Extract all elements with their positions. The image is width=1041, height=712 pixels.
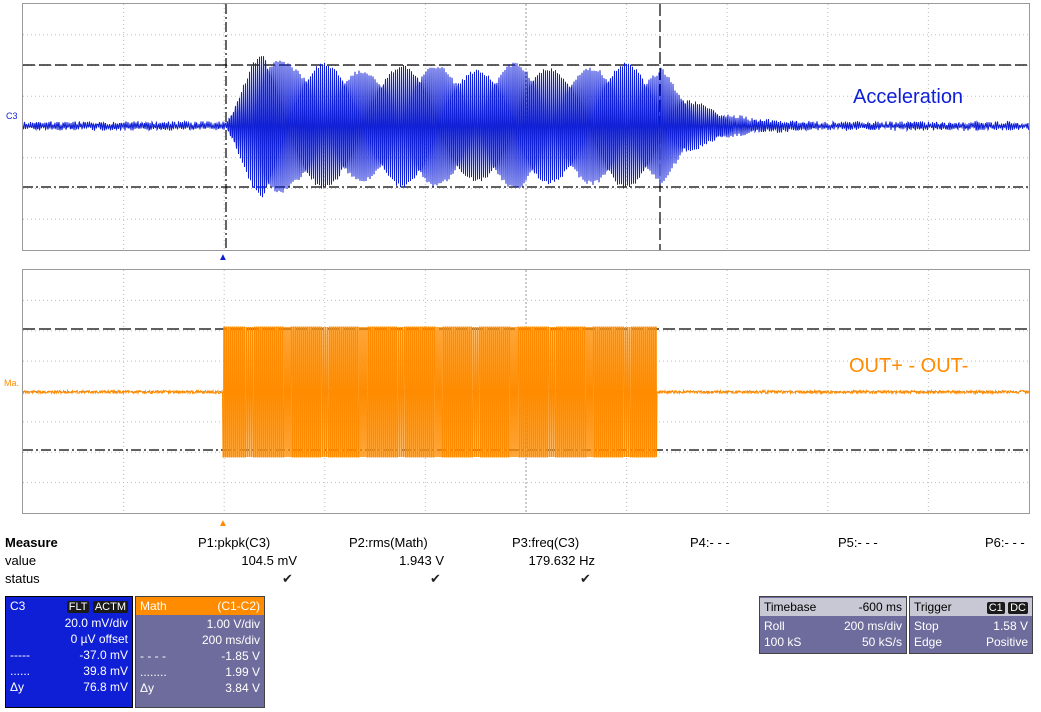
c3-cursor2-symbol: ...... <box>10 664 31 678</box>
timebase-tdiv: 200 ms/div <box>843 619 902 633</box>
math-trace-label: OUT+ - OUT- <box>849 355 969 377</box>
measure-p2-status-check: ✔ <box>430 571 441 586</box>
c3-panel-title: C3 <box>10 599 26 613</box>
trigger-level: 1.58 V <box>993 619 1028 633</box>
c3-trace <box>23 56 1029 198</box>
math-waveform-svg <box>23 270 1029 513</box>
trigger-type: Edge <box>914 635 943 649</box>
trigger-source-badge: C1 <box>986 602 1005 614</box>
trigger-coupling-badge: DC <box>1008 602 1028 614</box>
trigger-position-marker[interactable]: ▲ <box>218 252 228 263</box>
math-cursor1-value: -1.85 V <box>221 649 260 663</box>
trigger-panel[interactable]: Trigger C1 DC Stop 1.58 V Edge Positive <box>909 596 1033 654</box>
timebase-mode: Roll <box>764 619 785 633</box>
c3-delta-symbol: Δy <box>10 680 25 694</box>
measure-p3-name[interactable]: P3:freq(C3) <box>512 535 580 550</box>
measure-p2-name[interactable]: P2:rms(Math) <box>349 535 428 550</box>
c3-cursor1-value: -37.0 mV <box>79 648 128 662</box>
c3-trace-label: Acceleration <box>853 86 964 108</box>
c3-delta-value: 76.8 mV <box>83 680 128 694</box>
measure-p3-value: 179.632 Hz <box>528 553 596 568</box>
trigger-mode: Stop <box>914 619 939 633</box>
measure-row-value-label: value <box>5 553 37 568</box>
math-panel[interactable]: Math (C1-C2) 1.00 V/div 200 ms/div - - -… <box>135 596 265 708</box>
timebase-rate: 50 kS/s <box>861 635 902 649</box>
math-vdiv: 1.00 V/div <box>206 617 260 631</box>
math-cursor1-symbol: - - - - <box>140 649 166 663</box>
timebase-delay: -600 ms <box>858 600 902 614</box>
measure-p5-name[interactable]: P5:- - - <box>838 535 878 550</box>
math-trace-envelope <box>223 327 657 457</box>
math-waveform-grid[interactable]: OUT+ - OUT- <box>22 269 1030 514</box>
c3-vdiv: 20.0 mV/div <box>64 616 128 630</box>
measure-title[interactable]: Measure <box>5 535 58 550</box>
c3-actm-badge: ACTM <box>92 601 128 613</box>
math-trigger-position-marker[interactable]: ▲ <box>218 518 228 529</box>
c3-offset: 0 µV offset <box>70 632 128 646</box>
math-cursor2-symbol: ........ <box>140 665 167 679</box>
timebase-samples: 100 kS <box>764 635 802 649</box>
measure-p1-value: 104.5 mV <box>241 553 297 568</box>
c3-channel-panel[interactable]: C3 FLT ACTM 20.0 mV/div 0 µV offset ----… <box>5 596 133 708</box>
timebase-title: Timebase <box>764 600 817 614</box>
math-panel-title: Math <box>140 599 167 613</box>
timebase-panel[interactable]: Timebase -600 ms Roll 200 ms/div 100 kS … <box>759 596 907 654</box>
trigger-slope: Positive <box>985 635 1028 649</box>
trigger-title: Trigger <box>914 600 952 614</box>
measure-p4-name[interactable]: P4:- - - <box>690 535 730 550</box>
c3-flt-badge: FLT <box>66 601 90 613</box>
math-cursor2-value: 1.99 V <box>225 665 260 679</box>
math-tdiv: 200 ms/div <box>201 633 260 647</box>
math-delta-value: 3.84 V <box>225 681 260 695</box>
c3-waveform-grid[interactable]: Acceleration <box>22 3 1030 251</box>
measure-p2-value: 1.943 V <box>399 553 444 568</box>
c3-channel-tag[interactable]: C3 <box>6 111 18 121</box>
measure-p3-status-check: ✔ <box>580 571 591 586</box>
math-channel-tag[interactable]: Ma. <box>4 378 20 388</box>
math-panel-expression: (C1-C2) <box>217 599 260 613</box>
measure-p6-name[interactable]: P6:- - - <box>985 535 1025 550</box>
math-delta-symbol: Δy <box>140 681 155 695</box>
measure-row-status-label: status <box>5 571 40 586</box>
c3-waveform-svg <box>23 4 1029 250</box>
measure-p1-name[interactable]: P1:pkpk(C3) <box>198 535 271 550</box>
c3-cursor1-symbol: ----- <box>10 648 30 662</box>
c3-cursor2-value: 39.8 mV <box>83 664 128 678</box>
measure-p1-status-check: ✔ <box>282 571 293 586</box>
